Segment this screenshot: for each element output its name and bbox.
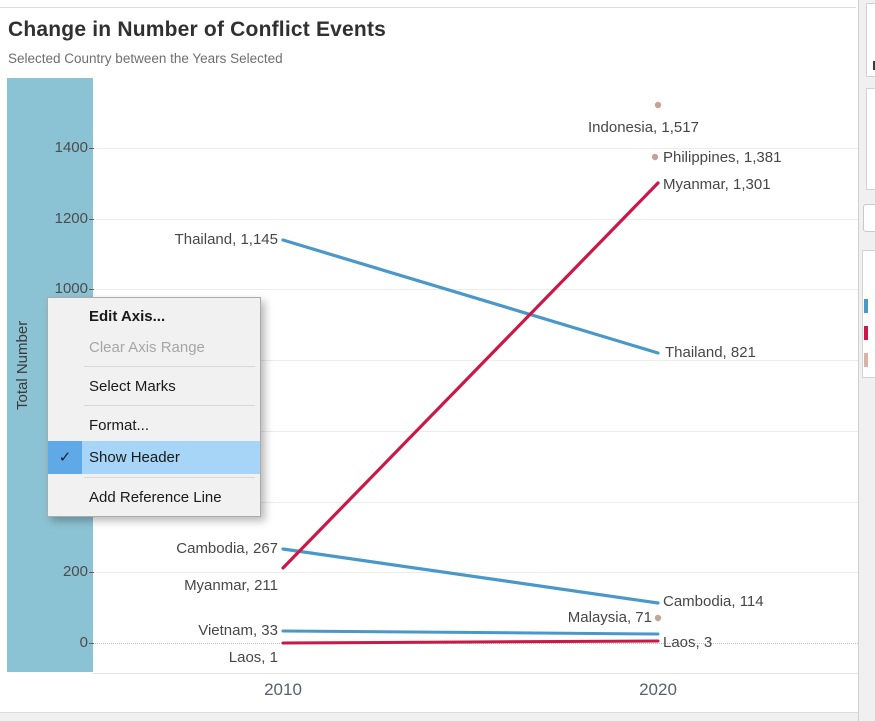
gridline-zero-dotted <box>93 643 858 644</box>
legend-swatch-red[interactable] <box>864 326 868 340</box>
y-tick-200[interactable]: 200 <box>62 563 88 580</box>
y-tick-mark <box>89 289 94 290</box>
side-panel-button[interactable] <box>863 204 875 232</box>
label-thailand-2020: Thailand, 821 <box>665 344 756 361</box>
dot-indonesia[interactable] <box>654 101 662 109</box>
axis-context-menu: Edit Axis... Clear Axis Range Select Mar… <box>47 297 261 517</box>
menu-separator <box>84 477 255 478</box>
line-thailand[interactable] <box>281 238 660 355</box>
chart-subtitle: Selected Country between the Years Selec… <box>8 51 283 66</box>
dot-malaysia[interactable] <box>654 614 662 622</box>
status-bar <box>0 712 858 721</box>
x-tick-2010[interactable]: 2010 <box>264 680 302 699</box>
x-tick-2020[interactable]: 2020 <box>639 680 677 699</box>
label-laos-2010: Laos, 1 <box>228 649 278 666</box>
menu-item-clear-axis-range[interactable]: Clear Axis Range <box>89 339 205 356</box>
label-thailand-2010: Thailand, 1,145 <box>174 231 278 248</box>
label-malaysia-2020: Malaysia, 71 <box>567 609 652 626</box>
sheet-top-border <box>0 7 856 8</box>
y-tick-1000[interactable]: 1000 <box>54 280 88 297</box>
gridline-600 <box>93 431 858 432</box>
menu-item-format[interactable]: Format... <box>89 417 150 434</box>
menu-item-select-marks[interactable]: Select Marks <box>89 378 176 395</box>
menu-item-edit-axis[interactable]: Edit Axis... <box>89 308 166 325</box>
gridline-1200 <box>93 219 858 220</box>
label-myanmar-2020: Myanmar, 1,301 <box>663 176 771 193</box>
gridline-200 <box>93 572 858 573</box>
menu-item-show-header[interactable]: ✓ Show Header <box>48 441 260 474</box>
y-tick-1200[interactable]: 1200 <box>54 210 88 227</box>
color-legend-card <box>862 250 875 378</box>
y-tick-mark <box>89 148 94 149</box>
y-tick-mark <box>89 572 94 573</box>
gridline-1400 <box>93 148 858 149</box>
checkmark-icon: ✓ <box>48 441 82 474</box>
label-cambodia-2020: Cambodia, 114 <box>663 593 764 610</box>
menu-separator <box>84 366 255 367</box>
menu-item-show-header-label: Show Header <box>89 449 180 466</box>
legend-swatch-blue[interactable] <box>864 299 868 313</box>
label-cambodia-2010: Cambodia, 267 <box>176 540 278 557</box>
label-laos-2020: Laos, 3 <box>663 634 713 651</box>
y-tick-mark <box>89 643 94 644</box>
line-laos[interactable] <box>281 639 660 645</box>
y-tick-0[interactable]: 0 <box>79 634 88 651</box>
gridline-800 <box>93 360 858 361</box>
legend-swatch-tan[interactable] <box>864 353 868 367</box>
side-card-top <box>866 3 875 77</box>
y-tick-mark <box>89 219 94 220</box>
gridline-400 <box>93 502 858 503</box>
plot-bottom-border <box>93 673 858 674</box>
dot-philippines[interactable] <box>651 153 659 161</box>
menu-separator <box>84 405 255 406</box>
chart-title: Change in Number of Conflict Events <box>8 18 387 41</box>
side-card-middle <box>866 88 875 190</box>
label-indonesia-2020: Indonesia, 1,517 <box>588 119 699 136</box>
y-tick-1400[interactable]: 1400 <box>54 139 88 156</box>
line-myanmar[interactable] <box>281 181 660 570</box>
label-vietnam-2010: Vietnam, 33 <box>198 622 278 639</box>
panel-glyph <box>873 61 875 70</box>
line-vietnam[interactable] <box>281 629 660 636</box>
label-philippines-2020: Philippines, 1,381 <box>663 149 782 166</box>
gridline-1000 <box>93 289 858 290</box>
label-myanmar-2010: Myanmar, 211 <box>184 577 278 594</box>
line-cambodia[interactable] <box>281 547 660 605</box>
menu-item-add-reference-line[interactable]: Add Reference Line <box>89 489 222 506</box>
